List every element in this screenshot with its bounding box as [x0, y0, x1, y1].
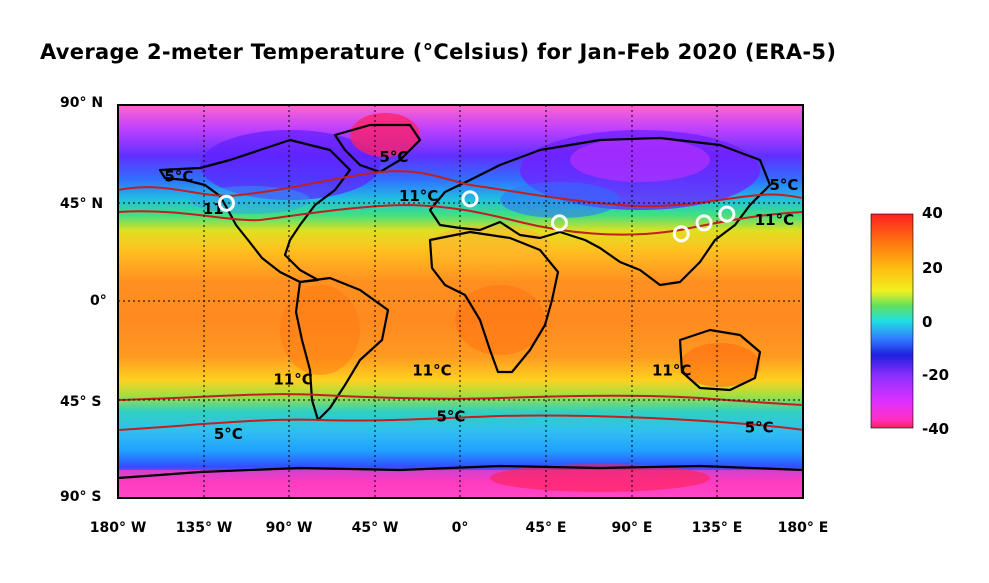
contour-label-7: 11°C	[412, 362, 451, 380]
lon-label-45e: 45° E	[525, 520, 567, 536]
contour-5c-south	[118, 414, 803, 431]
contour-label-10: 5°C	[437, 408, 466, 426]
lon-label-135e: 135° E	[691, 520, 743, 536]
contour-label-3: 11°C	[399, 187, 438, 205]
contour-label-6: 11°C	[273, 370, 312, 388]
contour-label-5: 11°C	[755, 211, 794, 229]
contour-label-11: 5°C	[745, 419, 774, 437]
marker-seoul	[695, 214, 713, 232]
colorbar-tick-0: 0	[922, 313, 933, 331]
coast-antarctica	[118, 464, 803, 480]
colorbar-tick-40: 40	[922, 204, 943, 222]
coast-greenland	[333, 123, 422, 174]
contour-label-2: 5°C	[379, 148, 408, 166]
colorbar	[870, 213, 914, 429]
lon-label-0: 0°	[451, 520, 469, 536]
lon-label-180w: 180° W	[89, 520, 147, 536]
marker-japan	[718, 205, 736, 223]
coast-eurasia	[428, 136, 772, 287]
graticule	[118, 105, 803, 498]
contour-11c-north	[118, 203, 803, 236]
contour-label-4: 5°C	[769, 176, 798, 194]
marker-paris	[461, 190, 479, 208]
map-frame	[117, 104, 804, 499]
lat-label-90n: 90° N	[60, 95, 104, 111]
map-title: Average 2-meter Temperature (°Celsius) f…	[40, 40, 837, 64]
lat-label-0: 0°	[90, 293, 107, 309]
lon-label-180e: 180° E	[777, 520, 829, 536]
lon-label-90w: 90° W	[265, 520, 313, 536]
lat-label-45n: 45° N	[60, 196, 104, 212]
contour-label-0: 5°C	[164, 167, 193, 185]
coast-australia	[678, 328, 762, 392]
lat-label-45s: 45° S	[60, 394, 102, 410]
lon-label-45w: 45° W	[351, 520, 399, 536]
colorbar-tick-m40: -40	[922, 420, 950, 438]
contour-lines	[118, 170, 803, 431]
lon-label-135w: 135° W	[175, 520, 233, 536]
lon-label-90e: 90° E	[611, 520, 653, 536]
colorbar-tick-m20: -20	[922, 366, 950, 384]
marker-seattle	[217, 194, 235, 212]
lat-label-90s: 90° S	[60, 489, 102, 505]
marker-shanghai	[672, 225, 690, 243]
city-markers	[217, 190, 736, 243]
colorbar-tick-20: 20	[922, 259, 943, 277]
contour-11c-south	[118, 393, 803, 406]
contour-label-8: 11°C	[652, 362, 691, 380]
marker-tehran	[550, 214, 568, 232]
coast-africa	[428, 230, 560, 374]
contour-5c-north	[118, 170, 803, 208]
contour-label-9: 5°C	[214, 425, 243, 443]
